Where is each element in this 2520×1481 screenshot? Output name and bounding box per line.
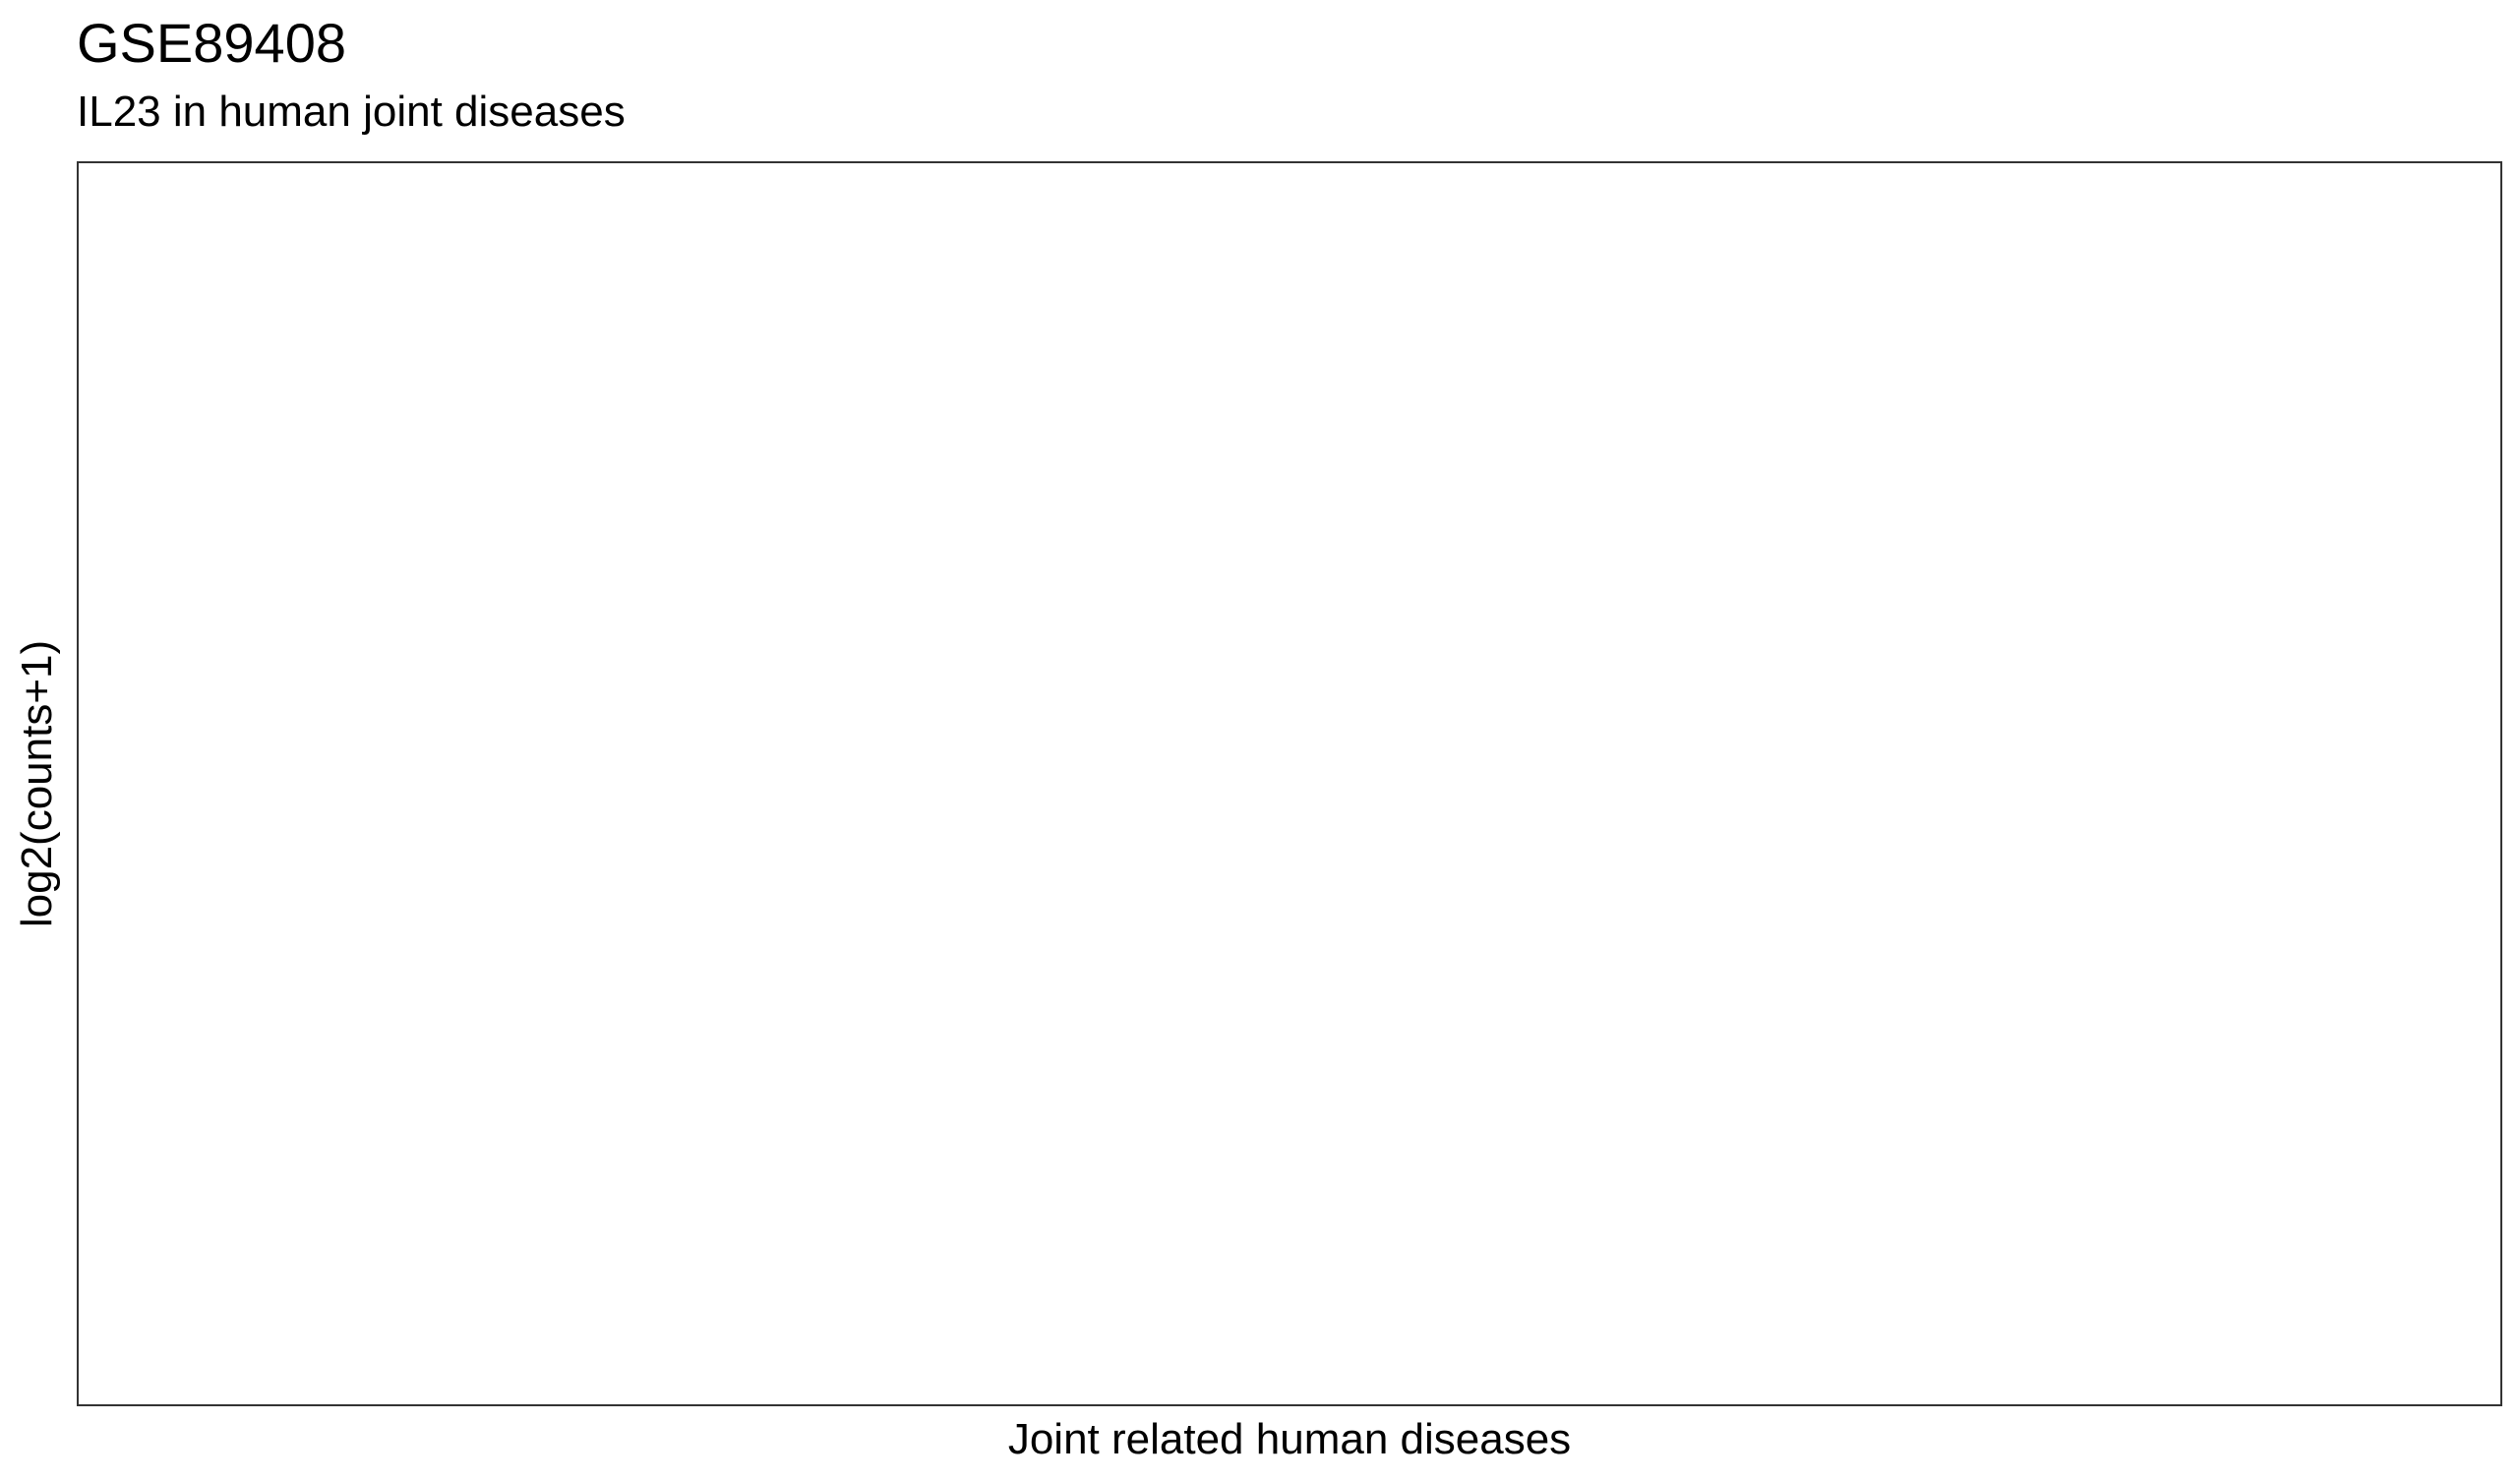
chart-title: GSE89408 xyxy=(77,12,346,74)
y-axis-label: log2(counts+1) xyxy=(13,639,61,928)
plot-panel xyxy=(77,161,2502,1406)
chart-subtitle: IL23 in human joint diseases xyxy=(77,88,626,136)
x-axis-label: Joint related human diseases xyxy=(1007,1415,1572,1463)
plot-area xyxy=(79,163,2500,1404)
y-axis-label-area: log2(counts+1) xyxy=(0,161,75,1406)
